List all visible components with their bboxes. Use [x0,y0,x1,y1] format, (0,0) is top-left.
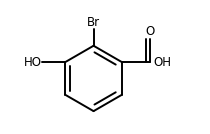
Text: HO: HO [24,56,42,69]
Text: OH: OH [154,56,172,69]
Text: O: O [145,25,155,38]
Text: Br: Br [87,16,100,29]
